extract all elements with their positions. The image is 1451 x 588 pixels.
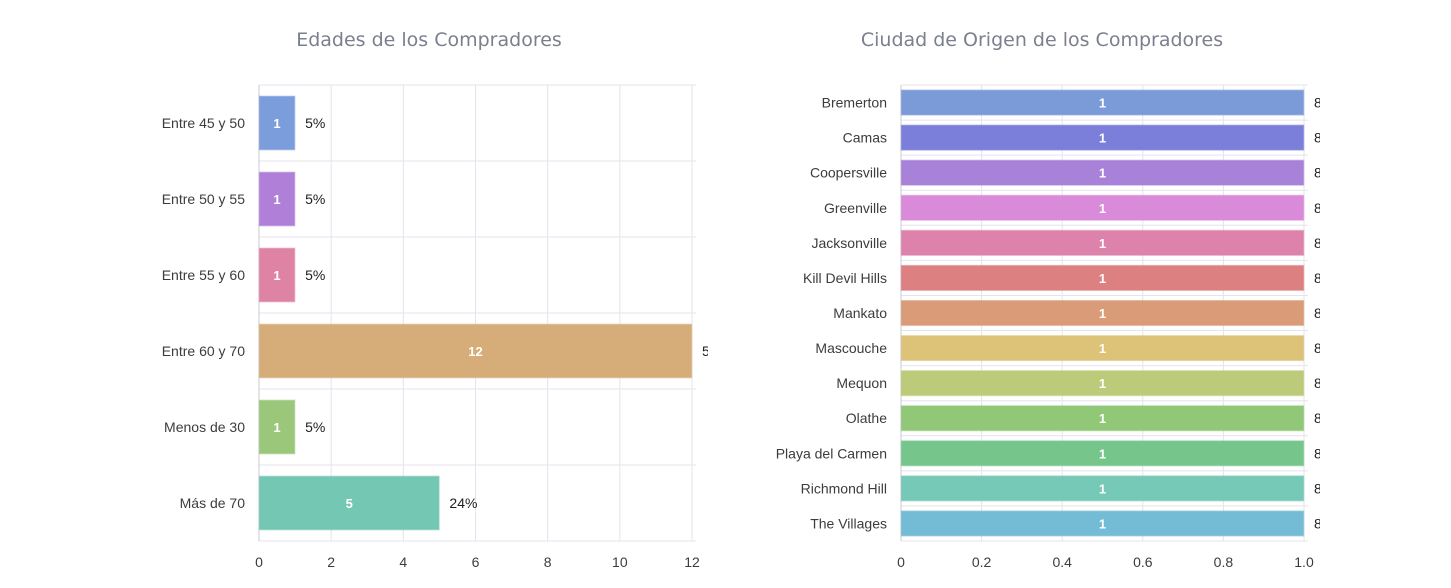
bar-value-label: 1 xyxy=(1099,341,1106,356)
bar-percent-label: 8 xyxy=(1314,445,1322,461)
bar xyxy=(900,510,1305,537)
bar-value-label: 1 xyxy=(273,268,280,283)
bar-value-label: 1 xyxy=(1099,166,1106,181)
bar-percent-label: 8 xyxy=(1314,200,1322,216)
bar xyxy=(900,159,1305,186)
bar-percent-label: 8 xyxy=(1314,165,1322,181)
bar xyxy=(900,194,1305,221)
x-tick-label: 0 xyxy=(897,554,905,570)
bar-percent-label: 8 xyxy=(1314,270,1322,286)
bar-percent-label: 24% xyxy=(449,495,477,511)
bar xyxy=(900,405,1305,432)
category-label: The Villages xyxy=(810,515,887,531)
category-label: Richmond Hill xyxy=(801,480,887,496)
bar-value-label: 1 xyxy=(1099,131,1106,146)
bar-value-label: 1 xyxy=(1099,236,1106,251)
x-tick-label: 0.2 xyxy=(972,554,992,570)
x-tick-label: 10 xyxy=(612,554,628,570)
x-tick-label: 12 xyxy=(684,554,700,570)
bar xyxy=(258,323,693,379)
bar xyxy=(900,475,1305,502)
bar-value-label: 1 xyxy=(1099,201,1106,216)
bar xyxy=(900,89,1305,116)
category-label: Greenville xyxy=(824,200,887,216)
category-label: Bremerton xyxy=(822,95,887,111)
bar-percent-label: 8 xyxy=(1314,340,1322,356)
bar xyxy=(258,475,440,531)
bar-value-label: 1 xyxy=(1099,376,1106,391)
bar-value-label: 12 xyxy=(468,344,482,359)
bar xyxy=(900,440,1305,467)
x-tick-label: 1.0 xyxy=(1294,554,1314,570)
bar-percent-label: 8 xyxy=(1314,410,1322,426)
bar-percent-label: 8 xyxy=(1314,375,1322,391)
bar-value-label: 1 xyxy=(1099,96,1106,111)
category-label: Olathe xyxy=(846,410,887,426)
bar xyxy=(900,299,1305,327)
x-tick-label: 0.4 xyxy=(1052,554,1072,570)
bar-value-label: 1 xyxy=(1099,411,1106,426)
bar xyxy=(900,264,1305,291)
category-label: Kill Devil Hills xyxy=(803,270,887,286)
category-label: Entre 45 y 50 xyxy=(162,115,245,131)
bar-value-label: 1 xyxy=(1099,271,1106,286)
bar xyxy=(258,247,296,303)
x-tick-label: 0 xyxy=(255,554,263,570)
category-label: Coopersville xyxy=(810,165,887,181)
x-tick-label: 4 xyxy=(399,554,407,570)
bar-percent-label: 8 xyxy=(1314,130,1322,146)
chart-title: Edades de los Compradores xyxy=(296,29,562,51)
bar-percent-label: 5% xyxy=(305,267,325,283)
bar xyxy=(900,370,1305,397)
bar xyxy=(258,95,296,151)
category-label: Más de 70 xyxy=(180,495,246,511)
bar xyxy=(258,171,296,227)
bar xyxy=(258,399,296,455)
bar xyxy=(900,335,1305,362)
bar-value-label: 1 xyxy=(1099,446,1106,461)
x-tick-label: 2 xyxy=(327,554,335,570)
bar-value-label: 1 xyxy=(1099,306,1106,321)
bar-value-label: 1 xyxy=(273,116,280,131)
category-label: Mascouche xyxy=(815,340,887,356)
category-label: Entre 60 y 70 xyxy=(162,343,245,359)
category-label: Playa del Carmen xyxy=(776,445,887,461)
chart-buyer-cities: Ciudad de Origen de los Compradores 0 0.2… xyxy=(776,29,1322,570)
x-tick-label: 0.6 xyxy=(1133,554,1153,570)
bar-percent-label: 8 xyxy=(1314,515,1322,531)
bar-value-label: 1 xyxy=(273,192,280,207)
bar-value-label: 5 xyxy=(346,496,353,511)
chart-title: Ciudad de Origen de los Compradores xyxy=(861,29,1223,51)
chart-buyer-ages: Edades de los Compradores 0 2 4 6 8 10 12 Entre… xyxy=(162,29,710,570)
bar-percent-label: 5% xyxy=(305,115,325,131)
bar xyxy=(900,124,1305,151)
bar-percent-label: 5% xyxy=(305,191,325,207)
bar-percent-label: 5 xyxy=(702,343,710,359)
bar xyxy=(900,229,1305,256)
category-label: Entre 50 y 55 xyxy=(162,191,245,207)
category-label: Camas xyxy=(843,130,887,146)
bar-percent-label: 5% xyxy=(305,419,325,435)
category-label: Entre 55 y 60 xyxy=(162,267,245,283)
bar-percent-label: 8 xyxy=(1314,480,1322,496)
bar-percent-label: 8 xyxy=(1314,235,1322,251)
bar-percent-label: 8 xyxy=(1314,305,1322,321)
category-label: Jacksonville xyxy=(812,235,888,251)
bar-value-label: 1 xyxy=(1099,516,1106,531)
x-tick-label: 6 xyxy=(472,554,480,570)
bar-value-label: 1 xyxy=(273,420,280,435)
x-tick-label: 8 xyxy=(544,554,552,570)
bar-percent-label: 8 xyxy=(1314,95,1322,111)
bar-value-label: 1 xyxy=(1099,481,1106,496)
category-label: Menos de 30 xyxy=(164,419,245,435)
x-tick-label: 0.8 xyxy=(1214,554,1234,570)
category-label: Mequon xyxy=(836,375,887,391)
category-label: Mankato xyxy=(833,305,887,321)
